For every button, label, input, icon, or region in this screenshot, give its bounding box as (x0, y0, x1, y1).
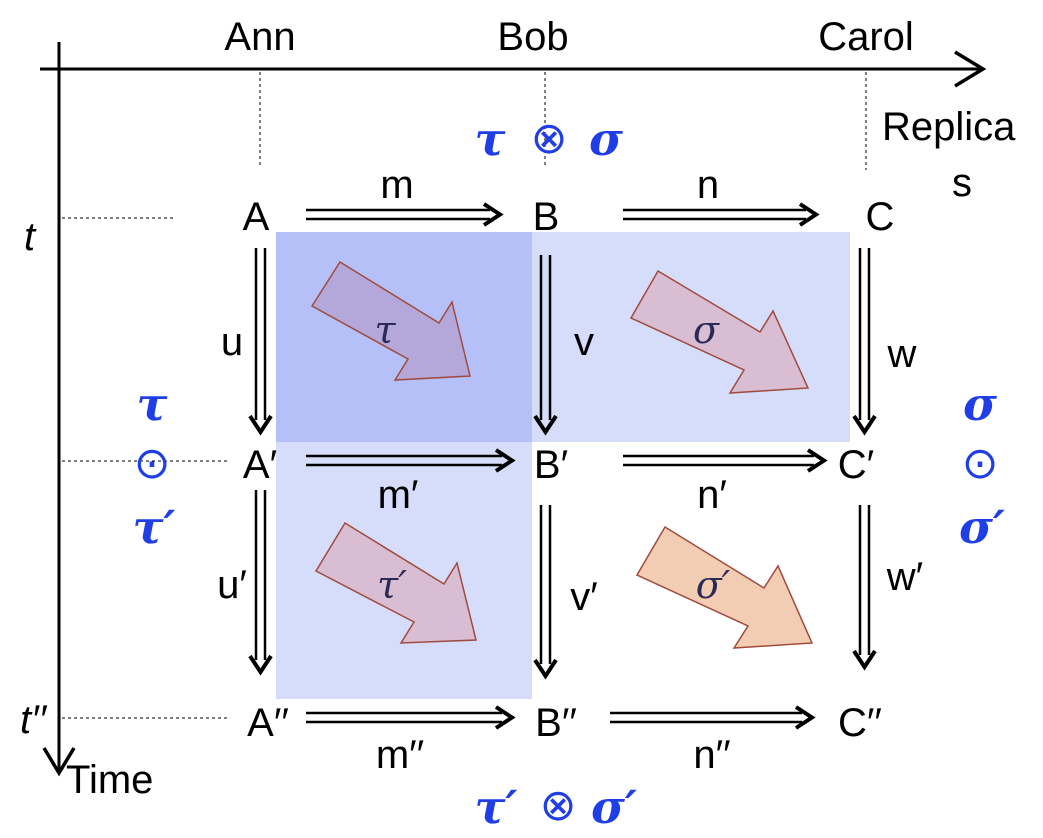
composition-left-op: ⊙ (134, 438, 171, 489)
node-a-dprime: A′′ (247, 701, 289, 745)
arrow-w (852, 414, 877, 436)
arrow-w-prime (852, 649, 877, 671)
edge-label-m-prime: m′ (378, 473, 419, 517)
replicas-axis-arrowhead (954, 50, 987, 88)
arrow-m-dprime (494, 705, 516, 730)
arrow-n-prime (806, 448, 828, 473)
edge-label-v-prime: v′ (570, 575, 598, 619)
node-b: B (533, 195, 560, 239)
transform-arrow-tau (310, 260, 471, 381)
composition-left-top: τ (137, 377, 168, 431)
transform-arrow-tau-prime (314, 521, 477, 644)
node-b-prime: B′ (534, 443, 568, 487)
edge-label-u-prime: u′ (217, 563, 247, 607)
edge-label-m: m (380, 163, 413, 207)
node-c-prime: C′ (838, 443, 874, 487)
node-b-dprime: B′′ (535, 701, 577, 745)
transform-label-tau-prime: τ′ (377, 563, 407, 607)
composition-bottom-op: ⊗ (540, 780, 577, 831)
replica-label-bob: Bob (497, 15, 568, 59)
edge-label-m-dprime: m′′ (376, 733, 424, 777)
arrow-n (798, 202, 820, 227)
replica-label-carol: Carol (818, 15, 914, 59)
edge-label-u: u (221, 320, 243, 364)
arrow-m-prime (494, 448, 516, 473)
time-mark-t-dprime: t′′ (20, 698, 48, 742)
node-a-prime: A′ (243, 443, 277, 487)
arrow-m (482, 202, 504, 227)
composition-top-right: σ (589, 112, 623, 166)
transform-label-sigma: σ (693, 308, 720, 352)
edge-label-n-dprime: n′′ (693, 733, 730, 777)
composition-right-top: σ (963, 377, 997, 431)
composition-bottom-right: σ′ (591, 780, 637, 834)
time-axis-label: Time (66, 758, 153, 802)
transform-label-sigma-prime: σ′ (696, 563, 731, 607)
transform-arrow-sigma (629, 269, 810, 394)
composition-top-op: ⊗ (531, 113, 568, 164)
replicas-axis-label: Replica (882, 105, 1016, 149)
edge-label-w: w (887, 332, 917, 376)
composition-right-bottom: σ′ (959, 500, 1005, 554)
time-axis-arrowhead (42, 747, 76, 777)
arrow-u-prime (248, 654, 273, 676)
transform-arrow-sigma-prime (635, 525, 814, 649)
replicas-axis-label-wrap: s (952, 161, 972, 205)
transform-label-tau: τ (374, 308, 396, 352)
composition-left-bottom: τ′ (132, 500, 175, 554)
arrow-v (533, 414, 558, 436)
edge-label-w-prime: w′ (886, 555, 923, 599)
edge-label-n: n (697, 163, 719, 207)
replica-label-ann: Ann (224, 15, 295, 59)
time-mark-t: t (24, 215, 37, 259)
composition-top-left: τ (475, 112, 506, 166)
arrow-v-prime (533, 658, 558, 680)
composition-bottom-left: τ′ (474, 780, 517, 834)
edge-label-v: v (574, 320, 594, 364)
node-c-dprime: C′′ (838, 701, 882, 745)
arrow-u (248, 414, 273, 436)
node-c: C (866, 195, 895, 239)
edge-label-n-prime: n′ (697, 473, 727, 517)
arrow-n-dprime (794, 705, 816, 730)
node-a: A (243, 195, 270, 239)
composition-right-op: ⊙ (962, 438, 999, 489)
